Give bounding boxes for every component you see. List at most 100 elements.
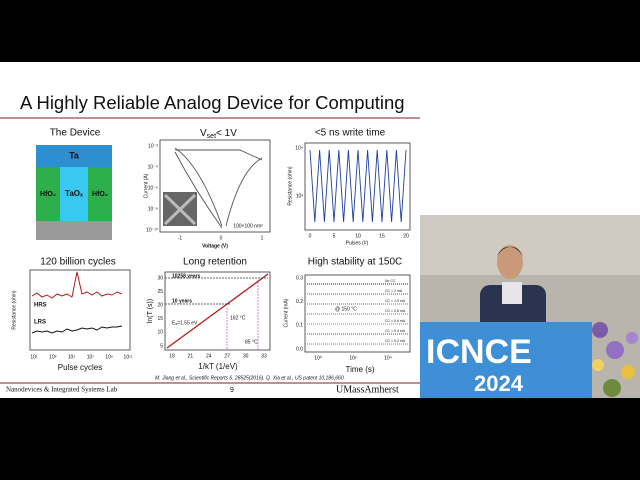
guide [165, 277, 268, 305]
x-tick-label: 24 [206, 353, 212, 359]
y-tick-label: 10⁻⁴ [148, 164, 158, 170]
layer-label: HfO₂ [40, 191, 56, 198]
slide-title: A Highly Reliable Analog Device for Comp… [20, 92, 405, 113]
title-part: set [207, 133, 216, 140]
panel-title: High stability at 150C [308, 257, 403, 268]
x-tick-label: 0 [220, 235, 223, 241]
footer-lab: Nanodevices & Integrated Systems Lab [6, 386, 118, 394]
sign-year: 2024 [474, 371, 524, 396]
layer-taox [60, 167, 88, 221]
x-tick-label: 10¹ [30, 354, 38, 360]
y-tick-label: 10³ [296, 193, 304, 199]
y-axis-label: Resistance (ohm) [287, 166, 293, 206]
x-axis-label: Pulses (#) [346, 240, 369, 246]
y-tick-label: 0.3 [296, 275, 303, 281]
flowers [592, 322, 638, 397]
layer-label: TaOₓ [65, 189, 83, 198]
citation: M. Jiang et al., Scientific Reports 6, 2… [155, 375, 345, 381]
layer-substrate [36, 221, 112, 240]
y-tick-label: 25 [157, 289, 163, 295]
x-tick-label: 10⁵ [68, 354, 76, 360]
micrograph-lines [163, 193, 197, 226]
legend-label: No CC [385, 279, 396, 283]
y-tick-label: 10 [157, 330, 163, 336]
fit-line [166, 273, 269, 349]
y-axis-label: Current (A) [143, 173, 149, 198]
x-axis-label: Voltage (V) [202, 243, 228, 249]
annotation: @ 150 °C [335, 306, 357, 312]
iv-curve [174, 147, 263, 229]
legend-label: CC = 2 mA [385, 289, 403, 293]
title-part: < 1V [216, 128, 237, 139]
x-tick-label: 10⁰ [314, 355, 322, 361]
plot-frame [164, 271, 271, 351]
layer-ta [36, 145, 112, 167]
x-tick-label: 33 [261, 353, 267, 359]
note: 100×100 nm² [233, 223, 263, 229]
x-tick-label: 21 [188, 353, 194, 359]
x-tick-label: -1 [178, 235, 183, 241]
x-tick-label: 10⁹ [105, 354, 113, 360]
annotation: 85 °C [245, 339, 258, 345]
y-tick-label: 10⁻² [148, 143, 158, 149]
series-label: LRS [34, 320, 46, 326]
legend-label: CC = 0.2 mA [385, 339, 406, 343]
annotation: Eₐ=1.55 eV [172, 320, 198, 326]
y-tick-label: 5 [160, 343, 163, 349]
page-number: 9 [230, 387, 234, 394]
y-tick-label: 15 [157, 316, 163, 322]
x-tick-label: 10² [349, 355, 357, 361]
layer-hfo2 [36, 167, 60, 221]
panel-title: <5 ns write time [315, 128, 386, 139]
x-axis-label: Pulse cycles [58, 363, 102, 372]
panel-title: Vset< 1V [200, 128, 237, 140]
x-axis-label: 1/kT (1/eV) [198, 362, 238, 371]
speaker-head [497, 245, 523, 279]
plot-frame [29, 269, 131, 351]
layer-hfo2 [88, 167, 112, 221]
annotation: 10258 years [172, 273, 201, 279]
annotation: 10 years [172, 298, 192, 304]
speaker-hair [497, 246, 523, 256]
x-tick-label: 5 [333, 233, 336, 239]
y-tick-label: 10⁴ [295, 145, 303, 151]
y-tick-label: 10⁻⁸ [148, 206, 158, 212]
y-tick-label: 20 [157, 303, 163, 309]
x-tick-label: 10¹¹ [124, 354, 133, 360]
hrs-trace [31, 271, 123, 299]
footer-university: UMassAmherst [336, 384, 399, 395]
legend-label: CC = 0.6 mA [385, 319, 406, 323]
sign-text: ICNCE [426, 333, 532, 371]
plot-frame [304, 274, 411, 353]
x-tick-label: 1 [261, 235, 264, 241]
x-tick-label: 10³ [49, 354, 57, 360]
y-tick-label: 0.0 [296, 346, 303, 352]
podium-sign [420, 322, 592, 398]
y-axis-label: Resistance (ohm) [11, 290, 17, 330]
y-axis-label: ln(T (s)) [147, 299, 154, 323]
pulse-trace [309, 149, 407, 223]
wall [420, 215, 640, 275]
y-tick-label: 10⁻¹⁰ [146, 227, 158, 233]
legend-label: CC = 0.8 mA [385, 309, 406, 313]
panel-title: 120 billion cycles [40, 257, 116, 268]
x-tick-label: 27 [224, 353, 230, 359]
lrs-trace [31, 325, 123, 334]
x-tick-label: 0 [309, 233, 312, 239]
x-tick-label: 10 [355, 233, 361, 239]
panel-title: Long retention [183, 257, 247, 268]
legend-label: CC = 0.4 mA [385, 329, 406, 333]
title-part: V [200, 128, 207, 139]
x-axis-label: Time (s) [345, 365, 374, 374]
x-tick-label: 18 [169, 353, 175, 359]
speaker-shirt [502, 282, 522, 304]
plot-frame [159, 139, 271, 233]
y-tick-label: 0.1 [296, 323, 303, 329]
y-tick-label: 30 [157, 275, 163, 281]
x-tick-label: 10⁴ [384, 355, 392, 361]
y-tick-label: 10⁻⁶ [148, 185, 158, 191]
plot-frame [304, 142, 411, 231]
layer-label: Ta [69, 150, 80, 160]
